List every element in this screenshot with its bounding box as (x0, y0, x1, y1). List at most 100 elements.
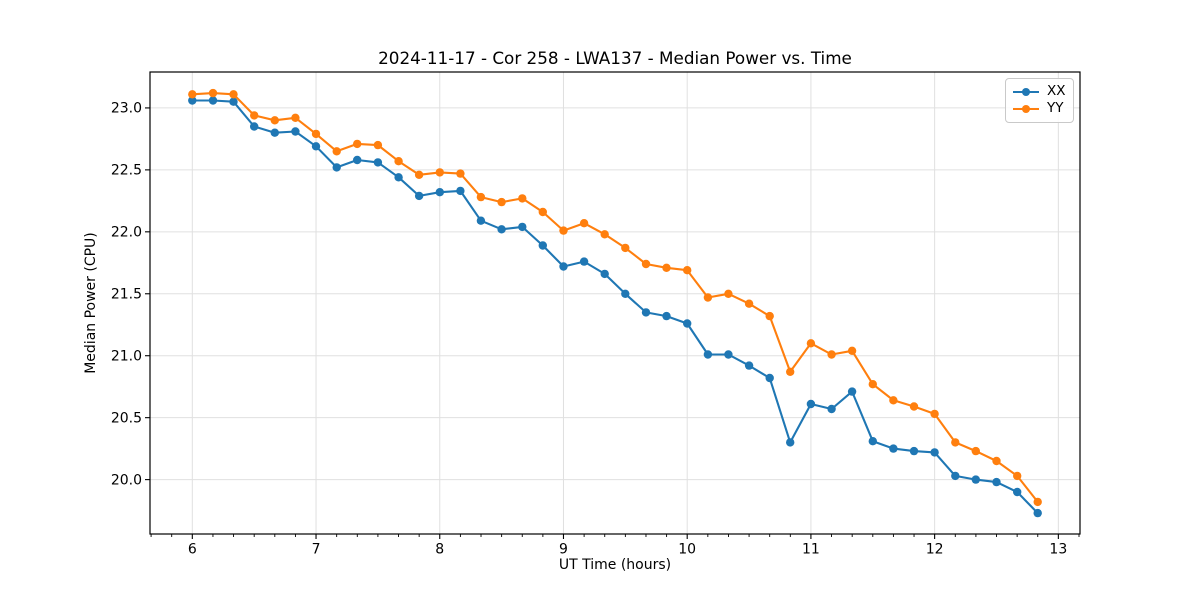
legend-item-YY: YY (1013, 102, 1066, 116)
legend: XX YY (1005, 78, 1074, 123)
series-XX-marker (208, 96, 218, 105)
series-YY-marker (930, 409, 939, 419)
series-XX-marker (806, 399, 816, 409)
series-XX-marker (414, 191, 424, 201)
series-YY-marker (497, 197, 506, 207)
axes-frame (149, 71, 1081, 535)
series-YY-marker (353, 139, 362, 149)
series-XX-marker (641, 308, 651, 317)
series-YY-marker (806, 339, 816, 348)
legend-item-XX: XX (1013, 85, 1066, 99)
series-YY-marker (971, 446, 980, 456)
series-YY-marker (270, 116, 279, 125)
series-XX-marker (889, 444, 898, 453)
series-YY-line (192, 92, 1039, 503)
series-XX-marker (270, 128, 279, 137)
series-XX-marker (868, 437, 877, 446)
series-YY-marker (600, 230, 609, 239)
series-XX-marker (600, 269, 609, 279)
series-YY-marker (456, 169, 465, 178)
series-XX-marker (621, 289, 630, 298)
series-XX-marker (971, 475, 980, 484)
series-YY-marker (332, 147, 341, 156)
series-XX-marker (332, 163, 341, 172)
x-tick-label: 7 (312, 542, 321, 558)
series-XX-marker (229, 97, 238, 106)
series-YY-marker (847, 346, 857, 355)
series-XX-marker (827, 404, 836, 414)
series-YY-marker (641, 259, 651, 269)
series-XX-marker (930, 448, 939, 457)
legend-label: YY (1047, 100, 1064, 117)
series-YY-marker (744, 299, 754, 308)
series-XX-marker (724, 350, 733, 359)
y-tick-label: 20.5 (111, 410, 142, 426)
y-tick-label: 22.0 (111, 225, 142, 241)
y-tick-label: 20.0 (111, 472, 142, 488)
series-YY-marker (1033, 497, 1042, 507)
series-XX-marker (951, 471, 960, 481)
y-tick-label: 22.5 (111, 163, 142, 179)
legend-line-marker-icon (1013, 88, 1039, 97)
series-XX-marker (311, 142, 321, 151)
series-XX-marker (394, 173, 403, 182)
x-tick-label: 8 (435, 542, 444, 558)
series-XX-marker (579, 257, 589, 266)
x-tick-label: 11 (802, 542, 820, 558)
x-tick-label: 12 (926, 542, 944, 558)
series-YY-marker (414, 170, 424, 179)
series-YY-marker (579, 219, 589, 228)
series-YY-marker (868, 380, 877, 389)
series-XX-marker (538, 241, 547, 250)
series-XX-marker (744, 361, 754, 370)
series-YY-marker (291, 113, 300, 123)
series-YY-marker (662, 263, 671, 272)
y-tick-label: 23.0 (111, 101, 142, 117)
series-YY-marker (683, 266, 692, 275)
series-XX-marker (847, 387, 857, 396)
x-tick-label: 13 (1049, 542, 1067, 558)
series-YY-marker (765, 311, 774, 321)
series-YY-marker (311, 129, 321, 139)
series-YY-marker (1013, 471, 1022, 481)
series-XX-marker (909, 446, 919, 456)
series-XX-marker (662, 311, 671, 321)
series-YY-marker (518, 194, 527, 203)
legend-label: XX (1047, 83, 1066, 100)
series-XX-marker (250, 122, 259, 131)
series-YY-marker (559, 226, 568, 235)
series-XX-marker (1033, 508, 1042, 518)
series-YY-marker (373, 140, 383, 150)
series-YY-marker (703, 293, 713, 302)
series-XX-marker (497, 225, 506, 234)
series-XX-marker (765, 373, 774, 383)
series-XX-marker (1013, 487, 1022, 497)
series-YY-marker (229, 90, 238, 99)
series-YY-marker (909, 402, 919, 411)
series-YY-marker (435, 168, 444, 177)
series-XX-marker (518, 222, 527, 232)
series-YY-marker (621, 243, 630, 253)
x-tick-label: 10 (678, 542, 696, 558)
series-YY-marker (951, 438, 960, 447)
legend-line-marker-icon (1013, 104, 1039, 113)
series-YY-marker (394, 157, 403, 166)
series-YY-marker (992, 456, 1001, 466)
x-tick-label: 6 (188, 542, 197, 558)
series-XX-marker (353, 155, 362, 165)
y-tick-label: 21.0 (111, 349, 142, 365)
series-XX-marker (476, 216, 486, 225)
series-YY-marker (476, 192, 486, 202)
x-axis-label: UT Time (hours) (558, 557, 672, 573)
series-YY-marker (724, 289, 733, 298)
series-YY-marker (889, 396, 898, 405)
series-XX-marker (786, 438, 795, 447)
series-XX-marker (435, 188, 444, 197)
series-YY-marker (188, 90, 197, 99)
series-XX-marker (992, 477, 1001, 487)
series-XX-marker (291, 127, 300, 136)
series-XX-marker (188, 96, 197, 105)
series-YY-marker (208, 88, 218, 98)
